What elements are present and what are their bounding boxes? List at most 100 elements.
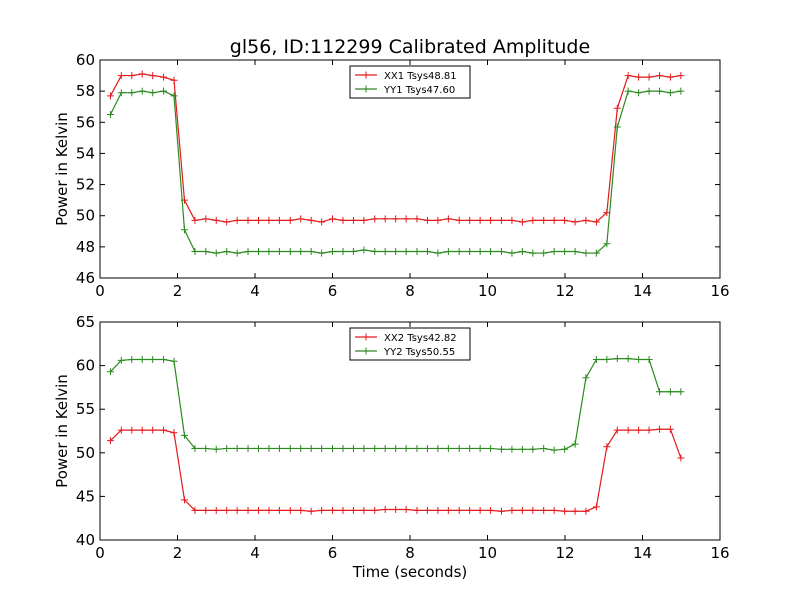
data-point [561, 216, 569, 224]
data-point [275, 248, 283, 256]
data-point [160, 426, 168, 434]
data-point [561, 248, 569, 256]
data-point [381, 248, 389, 256]
data-point [360, 246, 368, 254]
data-point [191, 248, 199, 256]
legend-marker [362, 347, 370, 355]
data-point [497, 248, 505, 256]
data-point [170, 429, 178, 437]
data-point [582, 249, 590, 257]
data-point [254, 248, 262, 256]
data-point [582, 507, 590, 515]
data-point [318, 249, 326, 257]
data-point [613, 104, 621, 112]
data-point [329, 248, 336, 256]
data-point [106, 437, 114, 445]
series-line [110, 428, 682, 512]
data-point [476, 248, 484, 256]
data-point [371, 506, 379, 514]
data-point [339, 216, 347, 224]
legend-box [349, 327, 471, 361]
data-point [212, 216, 220, 224]
data-point [423, 216, 431, 224]
y-axis-label: Power in Kelvin [53, 374, 71, 488]
data-point [402, 505, 410, 513]
data-point [329, 506, 336, 514]
data-point [466, 216, 474, 224]
data-point [191, 506, 199, 514]
data-point [265, 216, 273, 224]
data-point [149, 355, 157, 363]
data-point [106, 92, 114, 100]
data-point [191, 216, 199, 224]
data-point [550, 446, 558, 454]
x-tick-label: 10 [478, 282, 497, 300]
data-point [487, 216, 495, 224]
legend: XX2 Tsys42.82 YY2 Tsys50.55 [349, 327, 471, 361]
data-point [170, 76, 178, 84]
data-point [339, 248, 347, 256]
data-point [297, 506, 305, 514]
data-point [381, 505, 389, 513]
x-tick-label: 4 [250, 544, 260, 562]
data-point [677, 454, 685, 462]
data-point [244, 248, 252, 256]
y-tick-label: 60 [76, 51, 95, 69]
data-point [540, 506, 548, 514]
y-tick-label: 48 [76, 238, 95, 256]
data-point [656, 425, 664, 433]
data-point [254, 216, 262, 224]
data-point [191, 444, 199, 452]
legend-marker [362, 71, 370, 79]
data-point [571, 248, 579, 256]
data-point [666, 388, 674, 396]
x-tick-label: 2 [173, 544, 183, 562]
data-point [160, 355, 168, 363]
x-tick-label: 16 [710, 282, 729, 300]
data-point [149, 426, 157, 434]
data-point [170, 92, 178, 100]
data-point [476, 444, 484, 452]
data-point [402, 444, 410, 452]
data-point [497, 507, 505, 515]
y-tick-label: 55 [76, 400, 95, 418]
series-line [110, 358, 681, 451]
y-tick-label: 56 [76, 113, 95, 131]
data-point [592, 355, 600, 363]
data-point [434, 249, 442, 257]
data-point [571, 507, 579, 515]
data-point [624, 72, 632, 80]
data-point [106, 111, 114, 118]
data-point [529, 445, 537, 453]
y-tick-label: 40 [76, 531, 95, 549]
data-point [128, 72, 136, 80]
data-point [635, 426, 643, 434]
data-point [223, 218, 231, 226]
data-point [518, 445, 526, 453]
data-point [455, 216, 463, 224]
data-point [645, 87, 653, 95]
data-point [466, 506, 474, 514]
data-point [677, 87, 685, 95]
data-point [656, 72, 664, 80]
data-point [233, 506, 241, 514]
y-axis-label: Power in Kelvin [53, 112, 71, 226]
data-point [223, 248, 231, 256]
data-point [444, 248, 452, 256]
data-point [550, 248, 558, 256]
data-point [286, 216, 294, 224]
data-point [476, 506, 484, 514]
data-point [402, 215, 410, 223]
series-yy [106, 87, 685, 257]
data-point [529, 506, 537, 514]
data-point [656, 87, 664, 95]
data-point [275, 216, 283, 224]
data-point [117, 426, 125, 434]
data-point [212, 249, 220, 257]
data-point [423, 444, 431, 452]
data-point [635, 73, 643, 81]
data-point [138, 426, 146, 434]
data-point [624, 87, 632, 95]
